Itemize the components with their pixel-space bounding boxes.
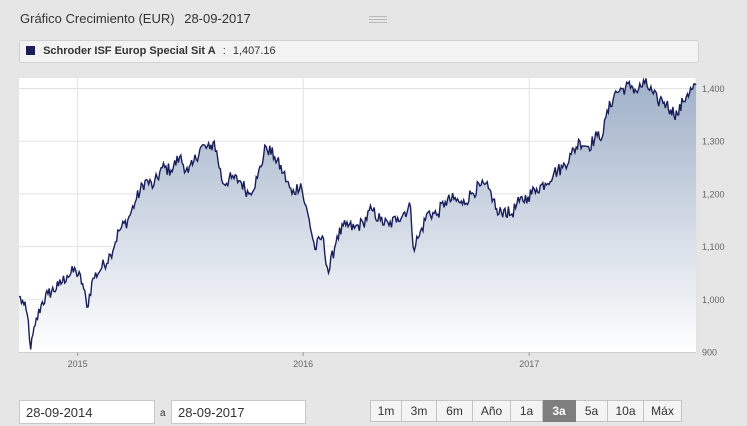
range-button-3a[interactable]: 3a	[543, 400, 576, 422]
range-button-máx[interactable]: Máx	[644, 400, 682, 422]
drag-handle-icon[interactable]	[369, 16, 387, 23]
chart-title-text: Gráfico Crecimiento (EUR)	[20, 11, 175, 26]
chart-header: Gráfico Crecimiento (EUR) 28-09-2017	[0, 0, 747, 38]
series-area	[19, 78, 696, 353]
x-axis-labels: 2015 2016 2017	[68, 359, 540, 369]
range-button-group: 1m 3m 6m Año 1a 3a 5a 10a Máx	[370, 400, 682, 424]
y-tick-label: 1,400	[702, 84, 725, 94]
y-axis-labels: 900 1,000 1,100 1,200 1,300 1,400	[702, 84, 725, 357]
y-tick-label: 1,200	[702, 189, 725, 199]
range-button-1m[interactable]: 1m	[370, 400, 402, 422]
chart-area: 900 1,000 1,100 1,200 1,300 1,400 2015 2016 201…	[0, 72, 747, 380]
y-tick-label: 1,100	[702, 242, 725, 252]
date-from-input[interactable]	[19, 400, 155, 424]
range-button-5a[interactable]: 5a	[576, 400, 608, 422]
legend-swatch	[26, 46, 35, 55]
range-button-año[interactable]: Año	[473, 400, 511, 422]
legend-last-value: 1,407.16	[232, 45, 276, 57]
x-tick-label: 2017	[519, 359, 539, 369]
y-tick-label: 1,300	[702, 137, 725, 147]
range-button-6m[interactable]: 6m	[437, 400, 473, 422]
y-tick-label: 900	[702, 348, 717, 358]
range-button-10a[interactable]: 10a	[608, 400, 644, 422]
y-tick-label: 1,000	[702, 295, 725, 305]
date-range-separator: a	[160, 408, 166, 419]
date-to-input[interactable]	[171, 400, 306, 424]
series-line[interactable]	[18, 77, 697, 350]
x-tick-label: 2015	[68, 359, 88, 369]
chart-title: Gráfico Crecimiento (EUR) 28-09-2017	[20, 11, 251, 26]
range-button-3m[interactable]: 3m	[402, 400, 437, 422]
chart-date: 28-09-2017	[184, 11, 251, 26]
legend-separator: :	[222, 45, 226, 57]
legend-bar: Schroder ISF Europ Special Sit A : 1,407…	[19, 40, 699, 63]
legend-series-name: Schroder ISF Europ Special Sit A	[43, 45, 216, 57]
x-tick-label: 2016	[293, 359, 313, 369]
range-button-1a[interactable]: 1a	[511, 400, 543, 422]
